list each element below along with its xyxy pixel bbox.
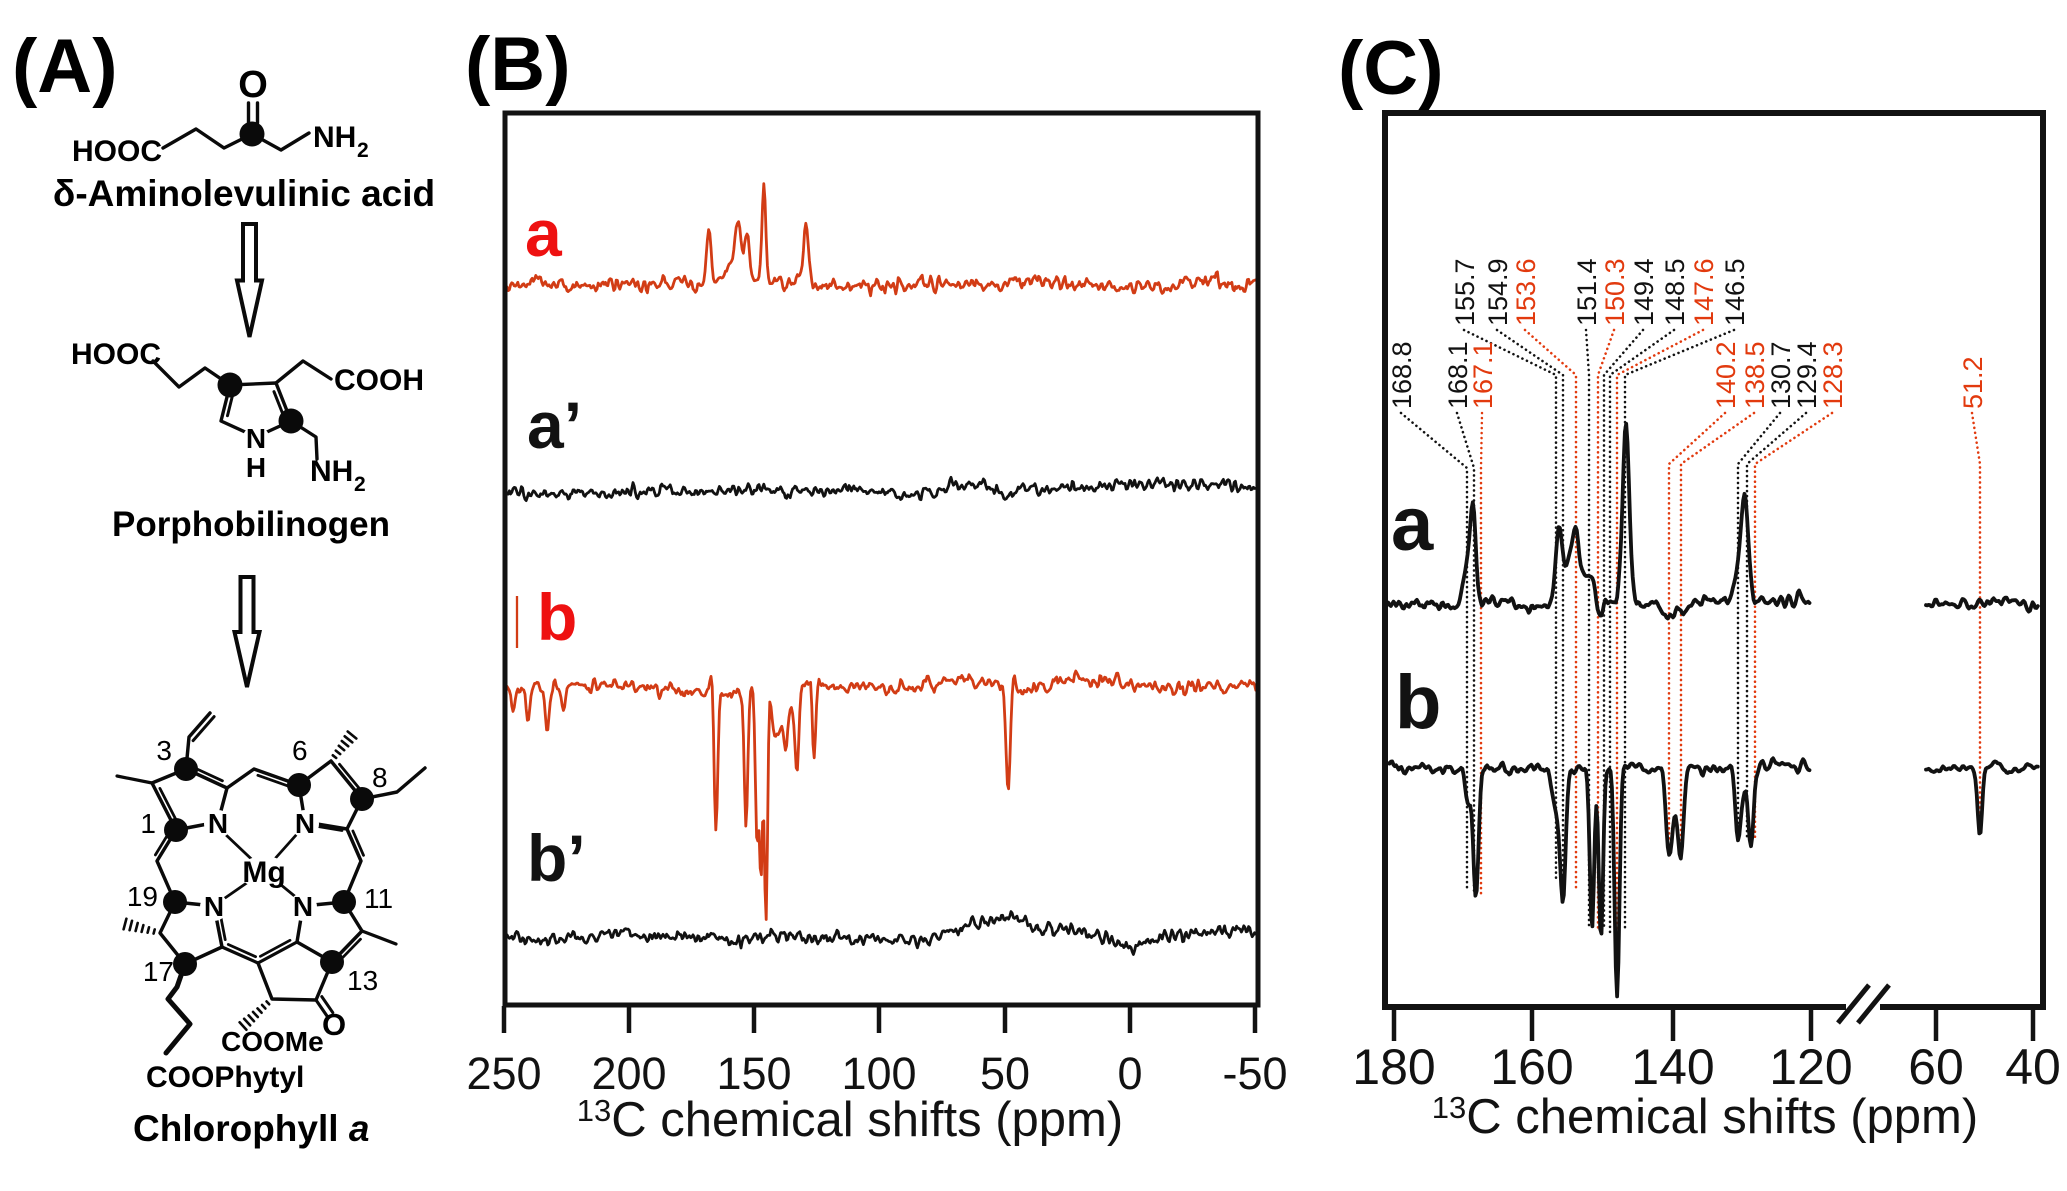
svg-text:COOH: COOH — [334, 364, 424, 397]
svg-text:N: N — [208, 808, 228, 839]
svg-text:2: 2 — [354, 473, 366, 496]
svg-text:168.1: 168.1 — [1443, 341, 1473, 409]
svg-text:(B): (B) — [465, 22, 571, 107]
svg-text:N: N — [295, 808, 315, 839]
svg-text:O: O — [238, 64, 268, 106]
svg-text:a’: a’ — [527, 388, 582, 462]
svg-text:1: 1 — [140, 808, 156, 839]
svg-text:COOMe: COOMe — [221, 1026, 324, 1057]
svg-text:Mg: Mg — [242, 856, 285, 889]
svg-text:b’: b’ — [527, 821, 586, 895]
svg-text:250: 250 — [466, 1048, 541, 1099]
svg-text:HOOC: HOOC — [72, 135, 162, 168]
svg-text:138.5: 138.5 — [1740, 341, 1770, 409]
svg-text:NH: NH — [310, 455, 353, 488]
svg-text:13: 13 — [347, 965, 378, 996]
svg-text:O: O — [322, 1007, 346, 1042]
svg-text:19: 19 — [127, 881, 158, 912]
svg-text:154.9: 154.9 — [1483, 258, 1513, 326]
svg-text:130.7: 130.7 — [1766, 341, 1796, 409]
svg-text:-50: -50 — [1222, 1048, 1287, 1099]
svg-text:a: a — [525, 196, 563, 270]
svg-text:129.4: 129.4 — [1792, 341, 1822, 409]
svg-text:8: 8 — [372, 762, 388, 793]
svg-text:(A): (A) — [12, 24, 118, 109]
svg-text:40: 40 — [2005, 1039, 2061, 1095]
svg-text:HOOC: HOOC — [71, 338, 161, 371]
svg-text:11: 11 — [364, 883, 393, 914]
svg-text:3: 3 — [156, 735, 172, 766]
svg-text:100: 100 — [841, 1048, 916, 1099]
svg-text:146.5: 146.5 — [1720, 258, 1750, 326]
svg-text:150: 150 — [716, 1048, 791, 1099]
svg-text:Porphobilinogen: Porphobilinogen — [112, 505, 390, 544]
svg-text:(C): (C) — [1338, 26, 1444, 111]
svg-text:150.3: 150.3 — [1600, 258, 1630, 326]
svg-text:H: H — [246, 452, 266, 483]
svg-text:160: 160 — [1490, 1039, 1573, 1095]
svg-text:COOPhytyl: COOPhytyl — [146, 1061, 304, 1094]
svg-text:N: N — [293, 891, 313, 922]
svg-text:NH: NH — [313, 121, 356, 154]
svg-text:151.4: 151.4 — [1572, 258, 1602, 326]
svg-text:2: 2 — [357, 139, 369, 162]
svg-text:140.2: 140.2 — [1711, 341, 1741, 409]
svg-text:149.4: 149.4 — [1629, 258, 1659, 326]
svg-text:N: N — [246, 423, 266, 454]
svg-text:153.6: 153.6 — [1511, 258, 1541, 326]
svg-text:168.8: 168.8 — [1387, 341, 1417, 409]
svg-text:147.6: 147.6 — [1689, 258, 1719, 326]
svg-text:155.7: 155.7 — [1450, 258, 1480, 326]
svg-text:Chlorophyll a: Chlorophyll a — [133, 1108, 369, 1149]
svg-text:50: 50 — [980, 1048, 1030, 1099]
svg-text:0: 0 — [1117, 1048, 1142, 1099]
svg-text:200: 200 — [591, 1048, 666, 1099]
svg-text:13C chemical shifts (ppm): 13C chemical shifts (ppm) — [577, 1093, 1123, 1147]
svg-text:60: 60 — [1908, 1039, 1964, 1095]
svg-text:167.1: 167.1 — [1468, 341, 1498, 409]
svg-text:b: b — [537, 580, 577, 654]
svg-text:13C chemical shifts (ppm): 13C chemical shifts (ppm) — [1432, 1090, 1978, 1144]
svg-text:51.2: 51.2 — [1958, 356, 1988, 409]
svg-text:128.3: 128.3 — [1818, 341, 1848, 409]
svg-text:148.5: 148.5 — [1660, 258, 1690, 326]
svg-text:a: a — [1391, 482, 1434, 567]
svg-text:17: 17 — [143, 956, 174, 987]
svg-text:b: b — [1395, 660, 1441, 745]
svg-text:120: 120 — [1769, 1039, 1852, 1095]
svg-text:180: 180 — [1352, 1039, 1435, 1095]
svg-text:δ-Aminolevulinic acid: δ-Aminolevulinic acid — [53, 173, 435, 214]
svg-text:N: N — [204, 891, 224, 922]
svg-text:6: 6 — [292, 735, 308, 766]
svg-text:140: 140 — [1631, 1039, 1714, 1095]
